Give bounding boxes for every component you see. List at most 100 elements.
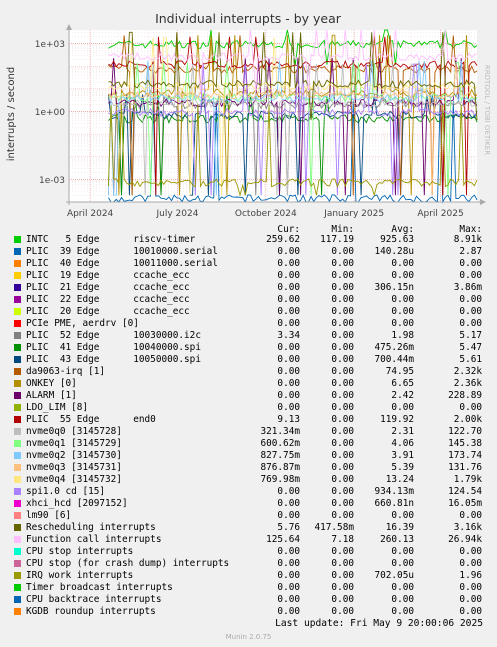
legend-swatch: [14, 296, 21, 303]
legend-label: KGDB roundup interrupts: [26, 606, 156, 617]
legend-avg: 306.15n: [374, 282, 414, 293]
legend-row: PLIC 41 Edge 10040000.spi 0.00 0.00 475.26m…: [14, 342, 484, 354]
legend-cur: 0.00: [277, 498, 300, 509]
legend-max: 1.96: [459, 570, 482, 581]
legend-label: LDO_LIM [8]: [26, 402, 89, 413]
legend-min: 0.00: [331, 606, 354, 617]
legend-cur: 0.00: [277, 582, 300, 593]
legend-row: nvme0q4 [3145732] 769.98m 0.00 13.24 1.79k: [14, 474, 484, 486]
legend-min: 7.18: [331, 534, 354, 545]
legend-avg: 0.00: [391, 270, 414, 281]
series-line: [108, 31, 478, 121]
legend-avg: 0.00: [391, 558, 414, 569]
legend-max: 5.17: [459, 330, 482, 341]
legend-label: ALARM [1]: [26, 390, 77, 401]
legend-row: CPU backtrace interrupts 0.00 0.00 0.00 0.00: [14, 594, 484, 606]
legend-row: PLIC 43 Edge 10050000.spi 0.00 0.00 700.44m…: [14, 354, 484, 366]
legend-cur: 0.00: [277, 354, 300, 365]
legend-avg: 5.39: [391, 462, 414, 473]
legend-label: PLIC 19 Edge ccache_ecc: [26, 270, 190, 281]
series-lines: [107, 29, 478, 204]
legend-row: nvme0q3 [3145731] 876.87m 0.00 5.39 131.76: [14, 462, 484, 474]
legend-avg: 0.00: [391, 294, 414, 305]
legend-avg: 2.31: [391, 426, 414, 437]
legend-swatch: [14, 248, 21, 255]
legend-cur: 3.34: [277, 330, 300, 341]
legend-label: Rescheduling interrupts: [26, 522, 156, 533]
series-line: [108, 62, 478, 196]
legend-avg: 0.00: [391, 546, 414, 557]
y-tick-label: 1e+00: [35, 108, 66, 118]
legend-max: 0.00: [459, 402, 482, 413]
legend-row: lm90 [6] 0.00 0.00 0.00 0.00: [14, 510, 484, 522]
legend-row: PLIC 21 Edge ccache_ecc 0.00 0.00 306.15n 3.…: [14, 282, 484, 294]
legend-swatch: [14, 344, 21, 351]
legend-min: 0.00: [331, 270, 354, 281]
legend-label: nvme0q1 [3145729]: [26, 438, 122, 449]
last-update: Last update: Fri May 9 20:00:06 2025: [275, 618, 483, 629]
legend-max: 173.74: [448, 450, 482, 461]
legend-cur: 9.13: [277, 414, 300, 425]
legend-swatch: [14, 272, 21, 279]
legend-max: 2.87: [459, 246, 482, 257]
legend-label: INTC 5 Edge riscv-timer: [26, 234, 196, 245]
legend-label: PLIC 39 Edge 10010000.serial: [26, 246, 218, 257]
legend-label: nvme0q0 [3145728]: [26, 426, 122, 437]
legend-cur: 125.64: [266, 534, 300, 545]
series-line: [108, 29, 478, 93]
legend-min: 0.00: [331, 354, 354, 365]
legend-row: PCIe PME, aerdrv [0] 0.00 0.00 0.00 0.00: [14, 318, 484, 330]
legend-cur: 0.00: [277, 546, 300, 557]
legend-swatch: [14, 512, 21, 519]
legend-cur: 0.00: [277, 378, 300, 389]
legend-min: 0.00: [331, 402, 354, 413]
legend-row: CPU stop (for crash dump) interrupts 0.00…: [14, 558, 484, 570]
x-axis-arrow: [480, 199, 486, 205]
legend-avg: 700.44m: [374, 354, 414, 365]
legend-cur: 827.75m: [260, 450, 300, 461]
legend-swatch: [14, 608, 21, 615]
legend-cur: 0.00: [277, 342, 300, 353]
legend-cur: 0.00: [277, 246, 300, 257]
legend-swatch: [14, 488, 21, 495]
legend-avg: 13.24: [385, 474, 414, 485]
legend-min: 0.00: [331, 594, 354, 605]
legend-max: 8.91k: [453, 234, 482, 245]
legend-swatch: [14, 416, 21, 423]
legend-row: PLIC 52 Edge 10030000.i2c 3.34 0.00 1.98 5.1…: [14, 330, 484, 342]
x-tick-label: July 2024: [156, 209, 199, 219]
legend-cur: 600.62m: [260, 438, 300, 449]
legend-label: Function call interrupts: [26, 534, 162, 545]
axis-ticks: 1e+03 1e+00 1e-03 April 2024 July 2024 Octobe…: [35, 40, 464, 219]
legend-swatch: [14, 476, 21, 483]
legend-min: 0.00: [331, 390, 354, 401]
legend-max: 5.61: [459, 354, 482, 365]
legend-max: 0.00: [459, 582, 482, 593]
series-line: [107, 60, 478, 196]
legend-cur: 0.00: [277, 570, 300, 581]
legend-swatch: [14, 596, 21, 603]
legend-max: 0.00: [459, 558, 482, 569]
legend-row: INTC 5 Edge riscv-timer 259.62 117.19 925.6…: [14, 234, 484, 246]
legend-avg: 140.28u: [374, 246, 414, 257]
legend-row: PLIC 40 Edge 10011000.serial 0.00 0.00 0.00…: [14, 258, 484, 270]
legend-min: 0.00: [331, 306, 354, 317]
col-header-cur: Cur:: [277, 224, 300, 235]
chart-svg: Individual interrupts - by year interrup…: [6, 11, 491, 219]
legend-label: nvme0q4 [3145732]: [26, 474, 122, 485]
legend-min: 0.00: [331, 246, 354, 257]
legend-swatch: [14, 572, 21, 579]
legend-row: xhci_hcd [2097152] 0.00 0.00 660.81n 16.05m: [14, 498, 484, 510]
legend-min: 0.00: [331, 558, 354, 569]
legend-max: 2.32k: [453, 366, 482, 377]
legend-row: da9063-irq [1] 0.00 0.00 74.95 2.32k: [14, 366, 484, 378]
legend-label: CPU stop (for crash dump) interrupts: [26, 558, 230, 569]
legend-label: lm90 [6]: [26, 510, 72, 521]
legend-row: IRQ work interrupts 0.00 0.00 702.05u 1.96: [14, 570, 484, 582]
legend-min: 0.00: [331, 498, 354, 509]
legend-avg: 0.00: [391, 306, 414, 317]
legend-avg: 0.00: [391, 258, 414, 269]
legend-swatch: [14, 428, 21, 435]
legend-max: 0.00: [459, 606, 482, 617]
series-line: [107, 94, 478, 196]
